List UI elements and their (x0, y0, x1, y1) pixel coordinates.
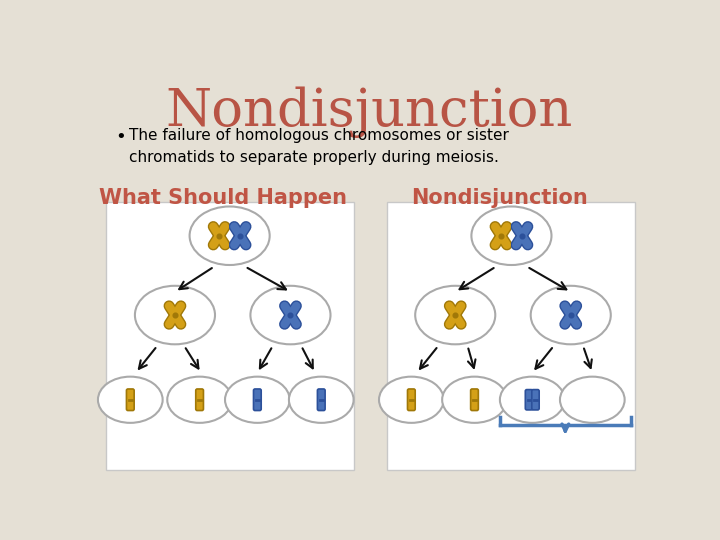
FancyBboxPatch shape (471, 389, 478, 410)
FancyBboxPatch shape (408, 389, 415, 410)
Ellipse shape (560, 377, 625, 423)
Text: •: • (115, 128, 126, 146)
FancyBboxPatch shape (387, 202, 636, 470)
FancyBboxPatch shape (532, 389, 539, 410)
Ellipse shape (225, 377, 289, 423)
Text: Nondisjunction: Nondisjunction (412, 188, 588, 208)
Text: Nondisjunction: Nondisjunction (166, 86, 572, 138)
Ellipse shape (251, 286, 330, 345)
FancyBboxPatch shape (196, 389, 204, 410)
Text: What Should Happen: What Should Happen (99, 188, 347, 208)
Text: The failure of homologous chromosomes or sister
chromatids to separate properly : The failure of homologous chromosomes or… (129, 128, 508, 165)
FancyBboxPatch shape (127, 389, 134, 410)
Ellipse shape (98, 377, 163, 423)
Ellipse shape (379, 377, 444, 423)
Ellipse shape (415, 286, 495, 345)
Ellipse shape (500, 377, 564, 423)
FancyBboxPatch shape (318, 389, 325, 410)
FancyBboxPatch shape (106, 202, 354, 470)
Ellipse shape (289, 377, 354, 423)
Ellipse shape (189, 206, 270, 265)
Ellipse shape (531, 286, 611, 345)
FancyBboxPatch shape (253, 389, 261, 410)
Ellipse shape (472, 206, 552, 265)
Ellipse shape (442, 377, 507, 423)
Ellipse shape (135, 286, 215, 345)
Ellipse shape (167, 377, 232, 423)
FancyBboxPatch shape (526, 389, 533, 410)
